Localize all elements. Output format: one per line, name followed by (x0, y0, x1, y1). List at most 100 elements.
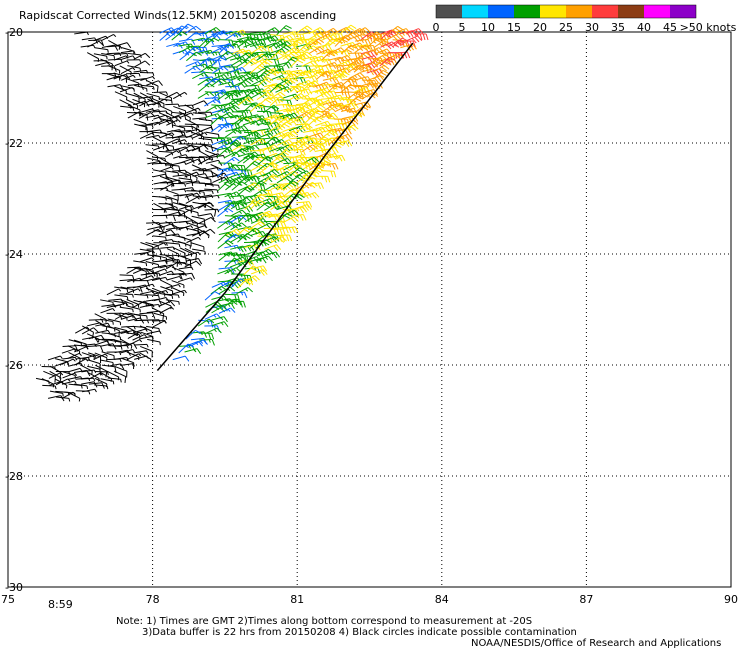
wind-barb (81, 369, 95, 373)
wind-barb (333, 71, 345, 81)
wind-barb-flag (273, 59, 277, 66)
wind-barb (231, 181, 243, 191)
wind-barb (223, 298, 235, 308)
wind-barb-flag (276, 59, 280, 66)
wind-barb-flag (107, 49, 109, 53)
wind-barb-flag (297, 176, 303, 182)
wind-barb (237, 274, 251, 277)
wind-barb (275, 171, 288, 178)
wind-barb-flag (353, 94, 357, 97)
wind-barb (250, 79, 263, 87)
wind-barb-flag (392, 55, 396, 59)
wind-barb-flag (348, 140, 353, 147)
wind-barb (198, 126, 212, 133)
wind-barb-flag (261, 138, 267, 144)
wind-barb-flag (243, 165, 247, 172)
wind-barb-flag (292, 156, 296, 164)
wind-barb-flag (374, 77, 379, 84)
wind-barb-flag (276, 107, 279, 114)
wind-barb-flag (290, 132, 296, 138)
wind-barb (152, 276, 166, 281)
wind-barb (263, 136, 275, 146)
wind-barb-flag (225, 241, 232, 247)
wind-barb-flag (205, 47, 209, 54)
wind-barb (327, 94, 341, 99)
wind-barb-flag (176, 91, 182, 98)
wind-barb (61, 348, 75, 354)
wind-barb-flag (234, 203, 238, 210)
wind-barb-flag (202, 33, 205, 37)
wind-barb (100, 308, 113, 314)
wind-barb (107, 339, 121, 343)
wind-barb-flag (191, 38, 196, 45)
wind-barb (353, 27, 366, 35)
wind-barb (165, 31, 177, 41)
wind-barb (269, 112, 283, 114)
wind-barb-flag (244, 188, 251, 193)
wind-barb-flag (225, 52, 229, 56)
wind-barb (218, 81, 232, 86)
wind-barb-flag (284, 80, 290, 87)
wind-barb-flag (208, 201, 215, 207)
wind-barb-flag (54, 385, 57, 390)
wind-barb (158, 229, 171, 236)
wind-barb-flag (293, 42, 298, 46)
wind-barb-flag (274, 136, 281, 142)
wind-barb-flag (312, 115, 319, 120)
wind-barb (230, 195, 244, 198)
wind-barb-flag (146, 315, 148, 319)
wind-barb (139, 132, 153, 140)
wind-barb (224, 129, 237, 138)
wind-barb-flag (246, 233, 253, 238)
colorbar-label: 5 (459, 21, 466, 34)
wind-barb (294, 70, 306, 79)
wind-barb (262, 162, 274, 171)
wind-barb (113, 356, 127, 360)
wind-barb-flag (217, 117, 222, 120)
wind-barb-flag (151, 124, 154, 128)
wind-barb-flag (231, 79, 235, 87)
wind-barb (211, 316, 225, 321)
chart-title: Rapidscat Corrected Winds(12.5KM) 201502… (19, 9, 336, 22)
wind-barb (139, 108, 153, 113)
wind-barb (190, 337, 204, 341)
wind-barb (179, 247, 192, 254)
wind-barb-flag (132, 74, 136, 78)
wind-barb (238, 152, 251, 158)
wind-barb (296, 80, 309, 87)
wind-barb (145, 241, 159, 247)
wind-barb (94, 384, 108, 387)
wind-barb-flag (207, 66, 214, 72)
wind-barb (179, 51, 191, 61)
wind-barb (217, 199, 231, 204)
wind-barb-flag (282, 228, 286, 236)
wind-barb-flag (310, 138, 316, 144)
wind-barb-flag (244, 136, 248, 143)
wind-barb-flag (367, 95, 371, 98)
wind-barb (314, 87, 328, 93)
wind-barb (93, 353, 106, 361)
wind-barb-flag (177, 103, 180, 108)
wind-barb (277, 139, 290, 146)
wind-barb-flag (124, 376, 127, 383)
note-line-3: NOAA/NESDIS/Office of Research and Appli… (471, 638, 722, 649)
wind-barb-flag (177, 261, 181, 265)
wind-barb-flag (67, 378, 71, 382)
wind-barb (147, 160, 161, 165)
wind-barb (88, 372, 101, 380)
wind-barb (262, 69, 274, 79)
wind-barb-flag (240, 39, 247, 44)
wind-barb-flag (218, 33, 222, 36)
wind-barb-flag (355, 60, 362, 66)
wind-barb (198, 49, 211, 55)
wind-barb (283, 70, 294, 81)
wind-barb (249, 239, 261, 249)
wind-barb-flag (264, 157, 271, 162)
wind-barb (198, 150, 211, 158)
wind-barb-flag (233, 44, 237, 48)
wind-barb (114, 286, 128, 290)
wind-barb (237, 278, 248, 289)
wind-barb-flag (202, 339, 208, 345)
wind-barb-flag (245, 96, 251, 102)
wind-barb (347, 95, 358, 106)
